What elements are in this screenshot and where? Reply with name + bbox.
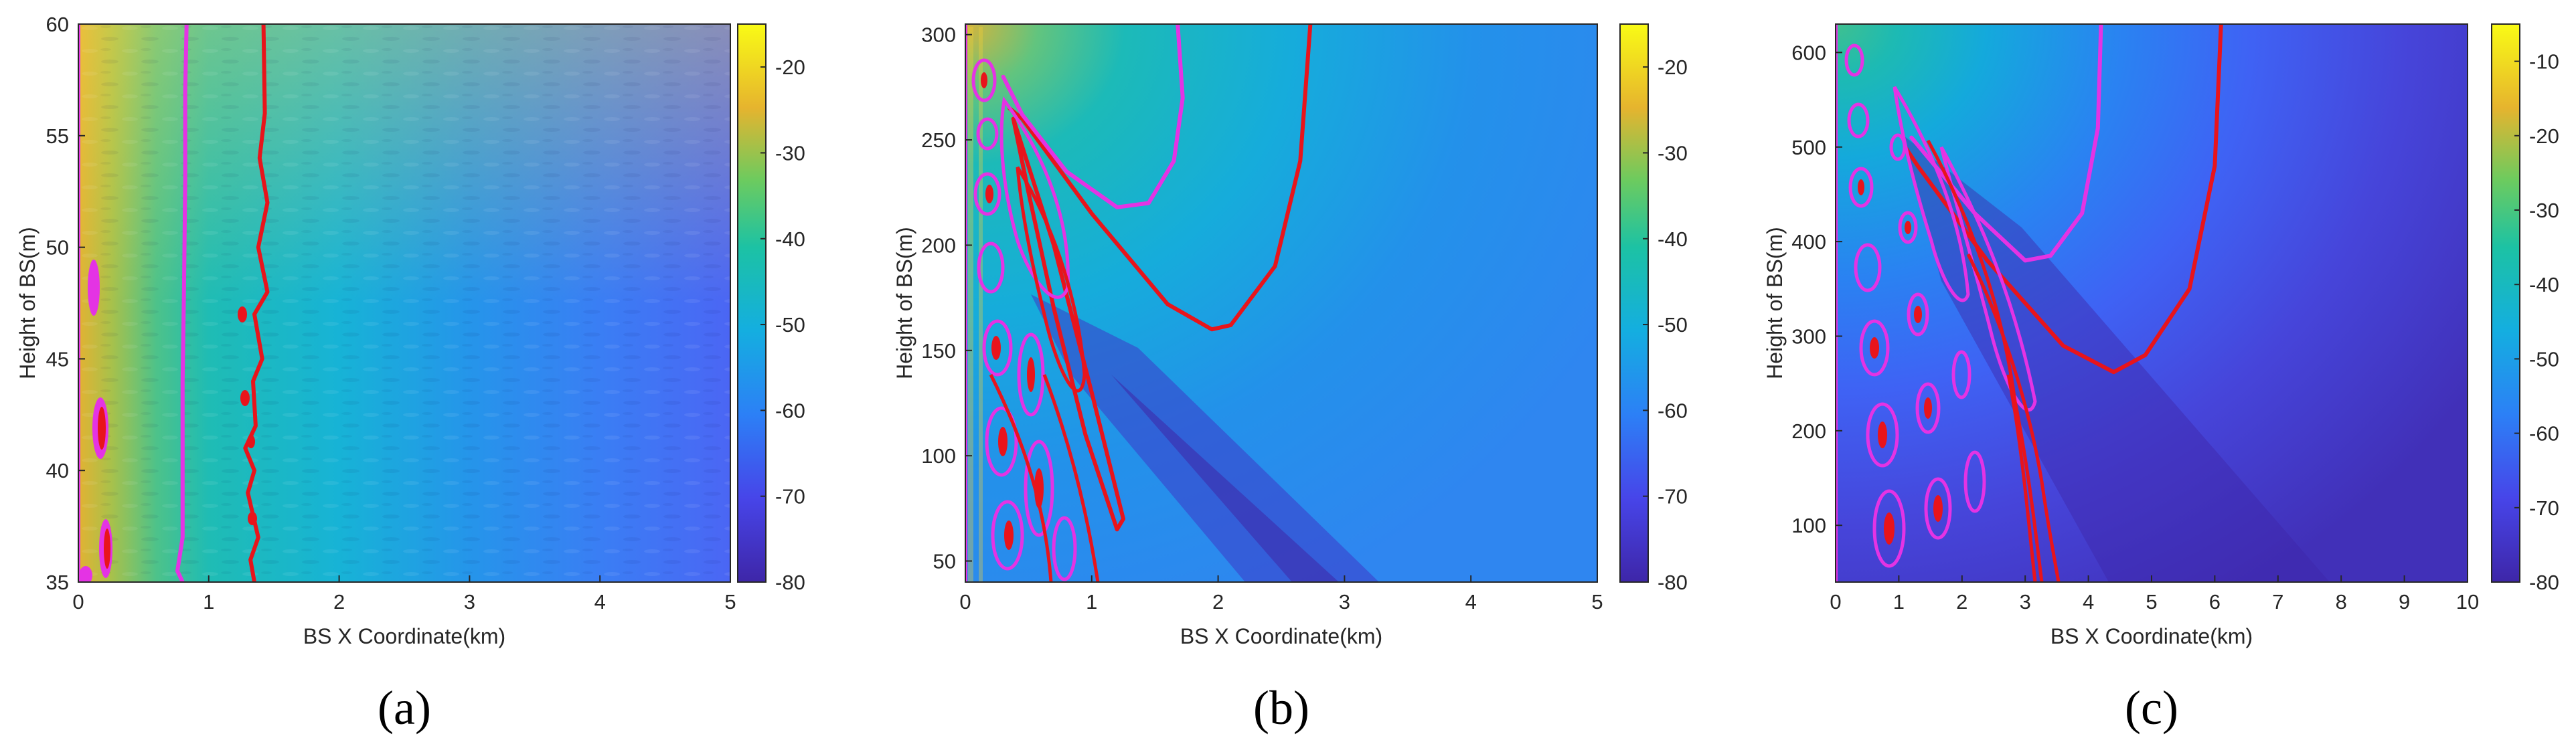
ytick-label: 50	[46, 236, 69, 260]
xtick-label: 2	[1956, 590, 1967, 614]
ytick-label: 400	[1791, 230, 1826, 254]
ytick-label: 600	[1791, 41, 1826, 64]
xtick-label: 3	[464, 590, 475, 614]
colorbar-tick-label: -40	[2529, 273, 2559, 296]
xlabel-b: BS X Coordinate(km)	[1180, 624, 1382, 648]
ytick-label: 250	[921, 128, 956, 152]
colorbar-tick-label: -50	[2529, 347, 2559, 371]
colorbar-tick-label: -10	[2529, 50, 2559, 74]
xtick-label: 0	[959, 590, 971, 614]
xlabel-c: BS X Coordinate(km)	[2050, 624, 2253, 648]
magenta-contour-line	[1001, 24, 1185, 209]
colorbar-tick-label: -70	[1658, 485, 1688, 508]
colorbar-b: -20 -30 -40 -50 -60 -70 -80	[1619, 23, 1688, 594]
lobes-b	[971, 58, 1100, 582]
colorbar-tick-label: -20	[1658, 56, 1688, 79]
axes-c: 0 1 2 3 4 5 6 7 8 9 10 100 200 300 400 500 600	[1791, 41, 2479, 614]
red-contour-line	[1903, 24, 2223, 375]
xtick-label: 8	[2336, 590, 2347, 614]
xlabel-a: BS X Coordinate(km)	[303, 624, 505, 648]
colorbar-tick-label: -80	[775, 571, 805, 594]
caption-a: (a)	[378, 681, 431, 735]
ytick-label: 300	[1791, 324, 1826, 348]
blobs-a	[79, 260, 257, 582]
colorbar-tick-label: -60	[1658, 399, 1688, 422]
ytick-label: 35	[46, 571, 69, 594]
ytick-label: 100	[921, 444, 956, 468]
ytick-label: 150	[921, 339, 956, 363]
xtick-label: 2	[333, 590, 345, 614]
colorbar-tick-label: -70	[775, 485, 805, 508]
ytick-label: 50	[933, 550, 956, 573]
xtick-label: 3	[1339, 590, 1350, 614]
xtick-label: 6	[2209, 590, 2221, 614]
ytick-label: 45	[46, 347, 69, 371]
xtick-label: 3	[2020, 590, 2031, 614]
xtick-label: 5	[1591, 590, 1603, 614]
ylabel-c: Height of BS(m)	[1763, 227, 1787, 379]
colorbar-tick-label: -30	[775, 141, 805, 165]
xtick-label: 0	[1830, 590, 1841, 614]
ytick-label: 100	[1791, 514, 1826, 537]
red-contour-line	[1011, 116, 1125, 532]
ytick-label: 300	[921, 23, 956, 47]
panel-c: 0 1 2 3 4 5 6 7 8 9 10 100 200 300 400 500 600 BS X Coor…	[1763, 23, 2559, 735]
axes-b: 0 1 2 3 4 5 50 100 150 200 250 300	[921, 23, 1603, 614]
colorbar-tick-label: -70	[2529, 496, 2559, 520]
colorbar-tick-label: -60	[2529, 422, 2559, 446]
colorbar-a: -20 -30 -40 -50 -60 -70 -80	[737, 23, 805, 594]
xtick-label: 0	[72, 590, 84, 614]
caption-c: (c)	[2125, 681, 2178, 735]
xtick-label: 4	[2083, 590, 2094, 614]
ytick-label: 500	[1791, 136, 1826, 159]
xtick-label: 9	[2399, 590, 2410, 614]
xtick-label: 5	[724, 590, 736, 614]
ytick-label: 60	[46, 13, 69, 36]
red-contour-line	[1008, 24, 1313, 332]
ytick-label: 55	[46, 124, 69, 148]
xtick-label: 5	[2146, 590, 2157, 614]
colorbar-tick-label: -80	[1658, 571, 1688, 594]
colorbar-tick-label: -50	[775, 313, 805, 337]
colorbar-tick-label: -30	[1658, 141, 1688, 165]
colorbar-tick-label: -20	[775, 56, 805, 79]
xtick-label: 1	[1086, 590, 1097, 614]
colorbar-c: -10 -20 -30 -40 -50 -60 -70 -80	[2491, 23, 2559, 594]
colorbar-tick-label: -80	[2529, 571, 2559, 594]
caption-b: (b)	[1253, 681, 1309, 735]
colorbar-tick-label: -50	[1658, 313, 1688, 337]
colorbar-tick-label: -30	[2529, 199, 2559, 222]
heatmap-c	[1836, 24, 2468, 582]
xtick-label: 2	[1212, 590, 1224, 614]
ytick-label: 200	[1791, 419, 1826, 443]
ytick-label: 40	[46, 459, 69, 482]
ylabel-b: Height of BS(m)	[892, 227, 916, 379]
lobes-c	[1844, 43, 2061, 582]
panel-b: 0 1 2 3 4 5 50 100 150 200 250 300 BS X Coordinate(…	[892, 23, 1688, 735]
ylabel-a: Height of BS(m)	[15, 227, 39, 379]
colorbar-tick-label: -40	[1658, 227, 1688, 251]
colorbar-tick-label: -60	[775, 399, 805, 422]
contours-b	[965, 24, 1313, 582]
xtick-label: 1	[1893, 590, 1905, 614]
xtick-label: 4	[594, 590, 606, 614]
xtick-label: 7	[2272, 590, 2283, 614]
xtick-label: 4	[1465, 590, 1477, 614]
ytick-label: 200	[921, 233, 956, 257]
magenta-contour-line	[175, 24, 189, 582]
colorbar-tick-label: -20	[2529, 124, 2559, 148]
colorbar-tick-label: -40	[775, 227, 805, 251]
xtick-label: 1	[203, 590, 214, 614]
xtick-label: 10	[2456, 590, 2479, 614]
